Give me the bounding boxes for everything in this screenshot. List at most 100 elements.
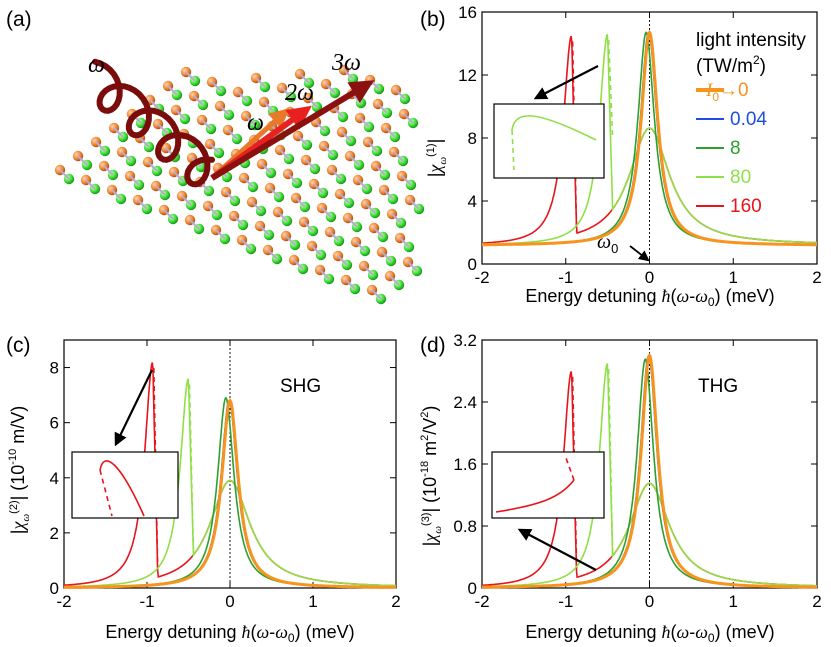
bond	[399, 237, 410, 248]
bond	[121, 151, 132, 162]
bond	[339, 193, 350, 204]
y-tick-label: 16	[458, 3, 477, 22]
bond	[147, 161, 158, 172]
x-axis-label-d: Energy detuning ħ(ω-ω0) (meV)	[525, 622, 774, 645]
series-line-80	[481, 34, 817, 246]
bond	[251, 201, 262, 212]
y-tick-label: 4	[50, 469, 59, 488]
series-line-i00	[64, 398, 396, 589]
bond	[85, 179, 96, 190]
bond	[95, 141, 106, 152]
bond	[215, 229, 226, 240]
x-tick-label: 1	[729, 592, 738, 611]
bond	[293, 259, 304, 270]
bond	[193, 95, 204, 106]
panel-c-label: (c)	[6, 334, 31, 357]
inset-pointer-arrow	[517, 528, 597, 571]
bond	[393, 151, 404, 162]
bond	[295, 197, 306, 208]
bond	[237, 91, 248, 102]
bond	[207, 205, 218, 216]
x-tick-label: -2	[474, 268, 489, 287]
bond	[281, 87, 292, 98]
y-axis-label-c: |χω(2)| (10-10 m/V)	[7, 406, 32, 534]
bond	[403, 113, 414, 124]
panel-d-label: (d)	[420, 334, 446, 357]
y-tick-label: 0	[468, 255, 477, 274]
y-tick-label: 2.4	[453, 393, 477, 412]
bond	[395, 89, 406, 100]
bond	[277, 211, 288, 222]
unstable-branch	[571, 376, 578, 569]
legend-entry-label: I0→0	[705, 80, 749, 104]
bond	[173, 171, 184, 182]
bond	[303, 221, 314, 232]
bond	[391, 213, 402, 224]
inset-pointer-arrow	[114, 369, 153, 447]
bond	[373, 227, 384, 238]
bond	[241, 239, 252, 250]
graphene-lattice	[54, 64, 425, 305]
x-tick-label: 2	[812, 592, 821, 611]
y-tick-label: 3.2	[453, 331, 477, 350]
bond	[219, 105, 230, 116]
bond	[209, 143, 220, 154]
panel-c-shg-susceptibility: (c) -2 -1 0 1 2 0 2 4 6 8 Energy detuning ħ(ω-ω0)…	[6, 334, 401, 645]
bond	[381, 251, 392, 262]
label-omega-out: ω	[247, 110, 264, 136]
bond	[157, 123, 168, 134]
x-tick-label: 1	[729, 268, 738, 287]
legend-title-line1: light intensity	[696, 30, 806, 51]
omega0-pointer-arrow	[629, 245, 650, 262]
y-tick-label: 8	[468, 129, 477, 148]
legend-entry-label: 160	[730, 196, 762, 217]
legend-entry-label: 8	[730, 138, 741, 159]
bond	[305, 159, 316, 170]
bond	[357, 179, 368, 190]
inset-dashed	[511, 129, 515, 171]
y-tick-label: 8	[50, 359, 59, 378]
bond	[315, 121, 326, 132]
y-tick-label: 4	[468, 192, 477, 211]
y-axis-label-b: |χω(1)|	[425, 139, 449, 178]
bond	[307, 97, 318, 108]
bond	[261, 163, 272, 174]
bond	[407, 261, 418, 272]
bond	[349, 155, 360, 166]
bond	[385, 127, 396, 138]
bond	[225, 191, 236, 202]
bond	[129, 175, 140, 186]
bond	[311, 245, 322, 256]
x-tick-label: -2	[474, 592, 489, 611]
legend-title-line2: (TW/m2)	[696, 53, 766, 77]
label-2omega: 2ω	[285, 80, 314, 106]
bond	[185, 71, 196, 82]
bond	[77, 155, 88, 166]
x-tick-label: -1	[139, 592, 154, 611]
bond	[401, 175, 412, 186]
y-tick-label: 1.6	[453, 455, 477, 474]
y-tick-label: 0	[468, 579, 477, 598]
legend: I0→0 0.04 8 80 160	[696, 80, 767, 217]
unstable-branch	[571, 41, 578, 233]
x-tick-label: 2	[391, 592, 400, 611]
bond	[255, 77, 266, 88]
bond	[59, 169, 70, 180]
bond	[259, 225, 270, 236]
y-tick-label: 0	[50, 579, 59, 598]
bond	[323, 145, 334, 156]
bond	[371, 289, 382, 300]
arrow-3omega	[210, 80, 375, 181]
bond	[163, 209, 174, 220]
bond	[325, 83, 336, 94]
bond	[285, 235, 296, 246]
bond	[245, 115, 256, 126]
series-line-i00	[482, 352, 817, 589]
inset-dashed	[565, 457, 575, 481]
bond	[329, 231, 340, 242]
bond	[189, 219, 200, 230]
x-tick-label: 1	[308, 592, 317, 611]
x-tick-label: 0	[645, 592, 654, 611]
inset-pointer-arrow	[533, 65, 599, 100]
